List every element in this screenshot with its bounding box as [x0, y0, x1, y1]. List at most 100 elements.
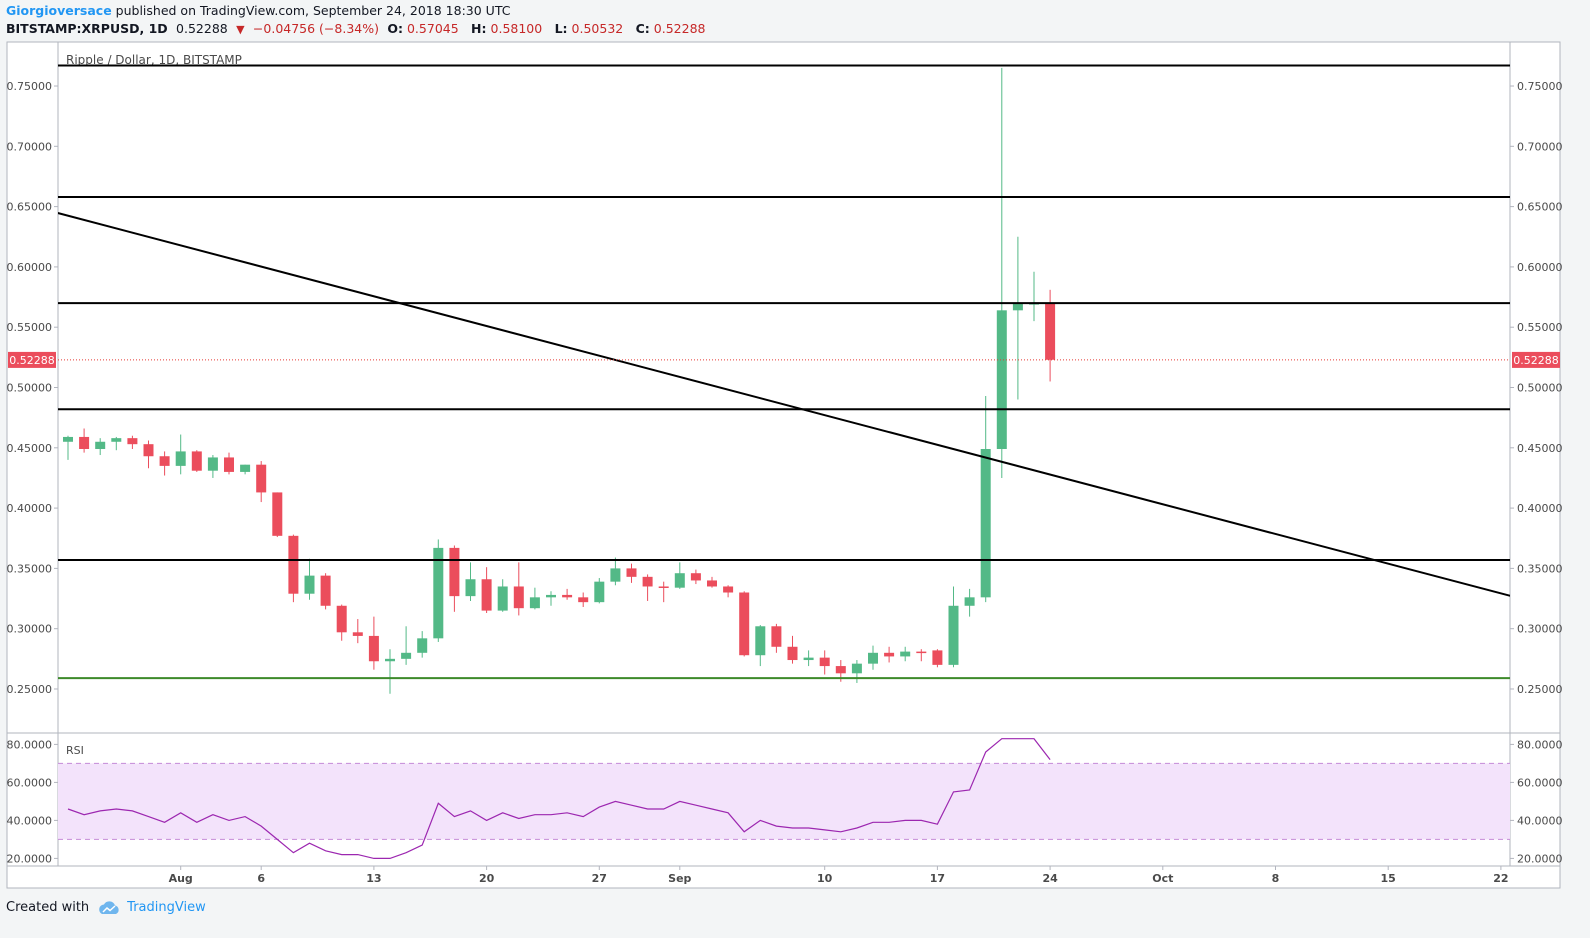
candle-body-down	[1045, 303, 1056, 360]
x-tick-label: 15	[1381, 872, 1396, 885]
low-value: 0.50532	[571, 21, 624, 36]
candle-body-down	[578, 597, 589, 603]
candle-body-down	[835, 666, 846, 674]
candle-body-down	[932, 650, 943, 665]
y-tick-label-left: 0.35000	[7, 562, 53, 575]
candle-body-down	[191, 451, 202, 471]
rsi-tick-label-left: 40.0000	[7, 814, 53, 827]
x-tick-label: 10	[817, 872, 833, 885]
candle-body-down	[352, 632, 363, 636]
author-link[interactable]: Giorgioversace	[6, 3, 112, 18]
symbol-legend: BITSTAMP:XRPUSD, 1D 0.52288 ▼ −0.04756 (…	[6, 21, 714, 36]
rsi-label: RSI	[66, 744, 84, 757]
y-tick-label-left: 0.30000	[7, 623, 53, 636]
candle-body-up	[948, 605, 959, 665]
y-tick-label-right: 0.75000	[1517, 80, 1563, 93]
candle-body-down	[127, 438, 138, 445]
x-tick-label: Sep	[668, 872, 691, 885]
candle-body-down	[224, 457, 234, 472]
y-tick-label-right: 0.55000	[1517, 321, 1563, 334]
candle-body-up	[63, 436, 73, 442]
candle-body-up	[803, 657, 814, 661]
last-price: 0.52288	[176, 21, 228, 36]
x-tick-label: Oct	[1152, 872, 1173, 885]
tradingview-cloud-icon	[99, 900, 119, 914]
candle-body-up	[175, 451, 186, 466]
rsi-tick-label-right: 20.0000	[1517, 852, 1563, 865]
candle-body-up	[240, 464, 251, 472]
candle-body-down	[771, 626, 782, 647]
x-tick-label: 13	[366, 872, 381, 885]
open-label: O:	[387, 21, 403, 36]
x-tick-label: 8	[1272, 872, 1280, 885]
candle-body-up	[610, 568, 621, 582]
rsi-band	[58, 763, 1510, 840]
open-value: 0.57045	[406, 21, 459, 36]
rsi-line	[67, 738, 1051, 860]
candle-body-down	[336, 605, 347, 633]
candle-body-up	[900, 651, 911, 657]
rsi-tick-label-right: 80.0000	[1517, 738, 1563, 751]
high-label: H:	[471, 21, 487, 36]
candle-body-down	[916, 651, 927, 654]
candle-body-down	[723, 586, 734, 593]
y-tick-label-left: 0.70000	[7, 140, 53, 153]
candle-body-up	[851, 663, 862, 674]
y-tick-label-right: 0.70000	[1517, 140, 1563, 153]
candle-body-up	[304, 575, 315, 594]
candle-body-down	[642, 576, 653, 587]
rsi-tick-label-left: 60.0000	[7, 776, 53, 789]
close-label: C:	[635, 21, 650, 36]
published-text: published on TradingView.com, September …	[115, 3, 511, 18]
y-tick-label-right: 0.40000	[1517, 502, 1563, 515]
y-tick-label-left: 0.40000	[7, 502, 53, 515]
candle-body-down	[819, 657, 830, 667]
candle-body-up	[417, 638, 428, 653]
y-tick-label-left: 0.65000	[7, 201, 53, 214]
rsi-tick-label-right: 40.0000	[1517, 814, 1563, 827]
symbol-label: BITSTAMP:XRPUSD, 1D	[6, 21, 168, 36]
y-tick-label-left: 0.25000	[7, 683, 53, 696]
candle-body-down	[288, 535, 299, 594]
y-tick-label-left: 0.75000	[7, 80, 53, 93]
rsi-tick-label-right: 60.0000	[1517, 776, 1563, 789]
candle-body-up	[546, 594, 556, 598]
y-tick-label-left: 0.60000	[7, 261, 53, 274]
rsi-tick-label-left: 20.0000	[7, 852, 53, 865]
candle-body-down	[562, 594, 573, 598]
candle-body-down	[481, 579, 492, 611]
candle-body-up	[980, 449, 991, 598]
candle-body-down	[449, 547, 460, 597]
y-tick-label-left: 0.50000	[7, 382, 53, 395]
y-tick-label-right: 0.30000	[1517, 623, 1563, 636]
x-tick-label: 6	[257, 872, 265, 885]
candle-body-down	[690, 573, 701, 581]
candle-body-up	[996, 310, 1007, 450]
tradingview-brand[interactable]: TradingView	[97, 900, 206, 915]
last-price-badge-right	[1512, 351, 1560, 368]
candle-body-up	[465, 579, 476, 597]
x-tick-label: Aug	[169, 872, 193, 885]
created-with-text: Created with	[6, 900, 90, 915]
x-tick-label: 20	[479, 872, 495, 885]
candle-body-down	[658, 586, 669, 588]
trend-line	[58, 212, 1510, 597]
high-value: 0.58100	[490, 21, 543, 36]
y-tick-label-right: 0.60000	[1517, 261, 1563, 274]
candle-body-up	[111, 438, 122, 442]
candle-body-down	[739, 592, 750, 656]
candle-body-up	[755, 626, 766, 656]
candle-body-down	[707, 580, 717, 587]
candle-body-down	[884, 652, 895, 657]
x-tick-label: 17	[930, 872, 945, 885]
main-pane	[58, 64, 1510, 694]
candle-body-down	[368, 635, 379, 662]
y-tick-label-right: 0.35000	[1517, 562, 1563, 575]
candle-body-up	[1012, 303, 1023, 311]
chart-frame	[6, 41, 1561, 889]
candle-body-up	[497, 586, 508, 611]
candle-body-down	[272, 492, 283, 536]
candle-body-up	[207, 457, 218, 471]
candle-body-down	[626, 568, 637, 577]
